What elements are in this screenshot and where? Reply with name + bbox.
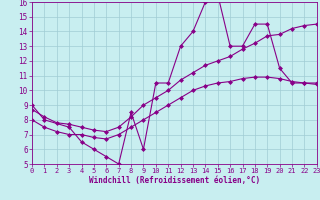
X-axis label: Windchill (Refroidissement éolien,°C): Windchill (Refroidissement éolien,°C)	[89, 176, 260, 185]
